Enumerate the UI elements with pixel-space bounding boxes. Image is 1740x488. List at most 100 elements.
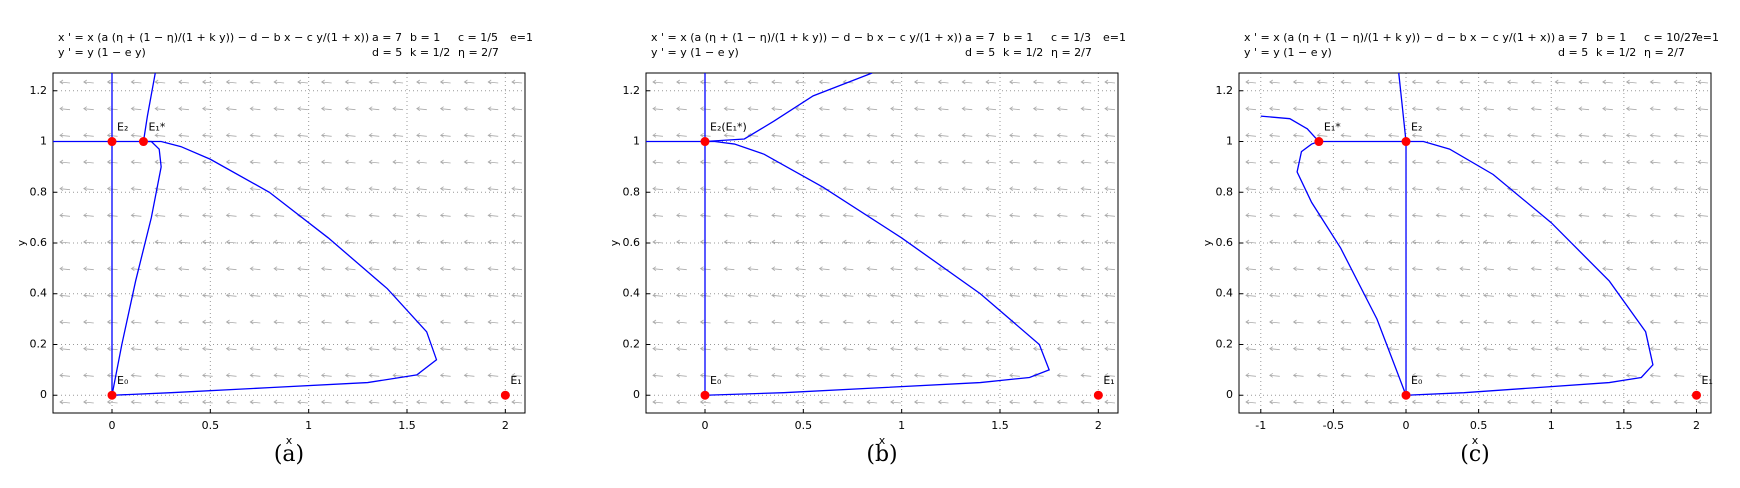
field-arrow [1104, 239, 1116, 245]
field-arrow [866, 133, 878, 138]
field-arrow [1625, 239, 1637, 245]
field-arrow [1530, 133, 1542, 138]
field-arrow [225, 79, 237, 85]
field-arrow [1411, 133, 1423, 138]
field-arrow [795, 106, 806, 111]
field-arrow [1032, 159, 1044, 165]
parameter: a = 7 [372, 31, 402, 44]
field-arrow [937, 293, 949, 298]
field-arrow [913, 266, 925, 271]
y-tick-label: 0.4 [1216, 287, 1234, 300]
field-arrow [1530, 319, 1542, 325]
field-arrow [890, 373, 901, 378]
field-arrow [1649, 399, 1661, 405]
field-arrow [1388, 186, 1399, 191]
field-arrow [225, 213, 237, 218]
field-arrow [1578, 106, 1590, 111]
field-arrow [1292, 399, 1304, 405]
parameter: a = 7 [965, 31, 995, 44]
field-arrow [1697, 133, 1709, 138]
field-arrow [1697, 239, 1709, 245]
field-arrow [1602, 399, 1613, 405]
field-arrow [842, 106, 854, 111]
field-arrow [890, 319, 901, 325]
field-arrow [368, 399, 380, 405]
caption: (a) [274, 442, 304, 467]
field-arrow [463, 319, 475, 325]
field-arrow [1602, 79, 1613, 85]
field-arrow [985, 346, 997, 351]
field-arrow [439, 399, 451, 405]
field-arrow [225, 239, 237, 245]
field-arrow [1625, 266, 1637, 271]
field-arrow [1602, 346, 1613, 351]
field-arrow [1697, 293, 1709, 298]
field-arrow [1625, 186, 1637, 191]
field-arrow [652, 133, 664, 138]
parameter: e=1 [1103, 31, 1126, 44]
field-arrow [747, 79, 759, 85]
field-arrow [1340, 346, 1352, 351]
parameter: η = 2/7 [1644, 46, 1685, 59]
x-tick-label: 0 [702, 419, 709, 432]
field-arrow [1649, 319, 1661, 325]
field-arrow [1245, 319, 1257, 325]
field-arrow [154, 79, 166, 85]
field-arrow [1009, 159, 1020, 165]
field-arrow [1364, 239, 1375, 245]
field-arrow [1530, 293, 1542, 298]
field-arrow [416, 213, 427, 218]
field-arrow [1673, 399, 1685, 405]
field-arrow [842, 159, 854, 165]
field-arrow [723, 213, 735, 218]
x-tick-label: 2 [502, 419, 509, 432]
field-arrow [1364, 133, 1375, 138]
plot-frame [645, 72, 1119, 414]
field-arrow [795, 293, 806, 298]
field-arrow [1056, 239, 1068, 245]
field-arrow [178, 186, 189, 191]
field-arrow [818, 106, 830, 111]
field-arrow [59, 293, 71, 298]
field-arrow [1673, 319, 1685, 325]
y-tick-label: 1 [40, 135, 47, 148]
field-arrow [1435, 79, 1447, 85]
field-arrow [1316, 399, 1328, 405]
equation: y ' = y (1 − e y) [1244, 46, 1332, 59]
field-arrow [1530, 186, 1542, 191]
field-arrow [818, 79, 830, 85]
field-arrow [890, 133, 901, 138]
field-arrow [154, 266, 166, 271]
field-arrow [1673, 79, 1685, 85]
parameter: d = 5 [372, 46, 402, 59]
field-arrow [297, 319, 308, 325]
field-arrow [1411, 79, 1423, 85]
field-arrow [1292, 79, 1304, 85]
equation: x ' = x (a (η + (1 − η)/(1 + k y)) − d −… [651, 31, 962, 44]
field-arrow [818, 346, 830, 351]
field-arrow [463, 399, 475, 405]
field-arrow [1506, 266, 1518, 271]
y-tick-label: 0.6 [1216, 236, 1234, 249]
equilibrium [1401, 137, 1411, 147]
field-arrow [416, 293, 427, 298]
field-arrow [1435, 319, 1447, 325]
x-tick-label: 2 [1693, 419, 1700, 432]
field-arrow [676, 106, 687, 111]
y-tick-label: 0.6 [30, 236, 48, 249]
field-arrow [178, 213, 189, 218]
field-arrow [1649, 266, 1661, 271]
field-arrow [890, 79, 901, 85]
field-arrow [1459, 133, 1471, 138]
field-arrow [1625, 213, 1637, 218]
field-arrow [1530, 239, 1542, 245]
field-arrow [771, 79, 782, 85]
field-arrow [961, 133, 973, 138]
x-tick-label: -0.5 [1323, 419, 1344, 432]
field-arrow [178, 106, 189, 111]
field-arrow [463, 79, 475, 85]
field-arrow [130, 346, 142, 351]
field-arrow [1578, 239, 1590, 245]
field-arrow [913, 79, 925, 85]
field-arrow [1056, 159, 1068, 165]
